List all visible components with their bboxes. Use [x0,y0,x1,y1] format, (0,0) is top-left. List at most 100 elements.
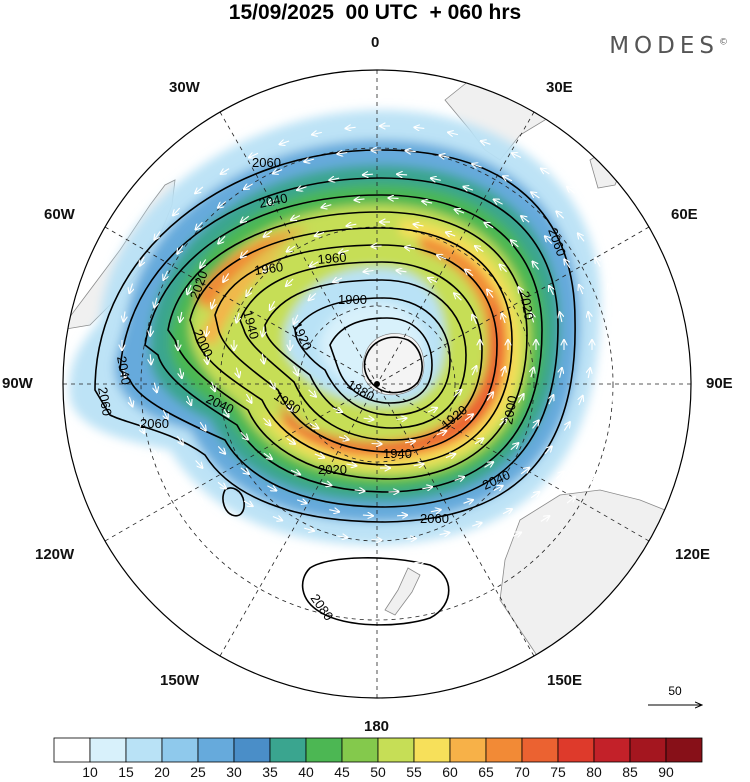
wind-vector-arrow [396,418,407,419]
wind-vector-arrow [262,353,264,364]
wind-vector-arrow [200,259,207,267]
colorbar-swatch [53,737,91,763]
wind-vector-arrow [430,510,441,512]
colorbar-swatch [593,737,631,763]
contour-label: 2040 [258,190,289,211]
lon-label-90e: 90E [706,375,733,392]
wind-vector-arrow [296,500,306,503]
wind-vector-arrow [355,199,365,200]
lon-label-30e: 30E [546,79,573,96]
wind-vector-arrow [346,127,356,128]
wind-vector-arrow [463,500,473,503]
lon-label-90w: 90W [2,375,33,392]
wind-vector-arrow [448,132,459,134]
colorbar-swatch [413,737,451,763]
wind-vector-arrow [154,382,157,393]
map-boundary [62,69,692,699]
wind-vector-arrow [494,200,503,205]
wind-vector-arrow [448,555,458,557]
south-pole-marker [374,381,380,387]
wind-vector-arrow [405,538,416,539]
wind-vector-arrow [337,536,347,538]
wind-vector-arrow [590,208,598,216]
wind-vector-arrow [263,264,271,272]
wind-vector-arrow [321,483,332,486]
wind-vector-arrow [248,533,258,537]
wind-vector-arrow [422,487,432,489]
wind-vector-arrow [262,326,264,337]
wind-vector-arrow [427,408,437,412]
lon-label-180: 180 [364,718,390,735]
wind-vector-arrow [329,178,340,180]
wind-vector-arrow [464,414,473,421]
wind-vector-arrow [312,132,322,134]
wind-vector-arrow [556,212,565,219]
wind-vector-arrow [217,446,225,453]
wind-vector-arrow [243,501,253,506]
wind-vector-arrow [499,418,507,426]
wind-vector-arrow [196,221,203,229]
copyright-mark: © [719,37,728,48]
colorbar-swatch [665,737,703,763]
wind-vector-arrow [560,368,562,378]
wind-vector-arrow [413,464,424,466]
wind-vector-arrow [533,262,540,270]
colorbar-swatch [89,737,127,763]
wind-vector-arrow [510,443,519,451]
wind-vector-arrow [422,201,433,203]
wind-vector-arrow [541,169,550,175]
wind-vector-arrow [173,207,181,215]
contour-label: 2040 [114,355,134,386]
wind-vector-arrow [414,224,424,226]
wind-vector-arrow [195,186,204,193]
wind-vectors [122,126,648,564]
wind-vector-arrow [545,236,553,244]
wind-vector-arrow [610,231,617,240]
wind-vector-arrow [579,396,583,406]
wind-vector-arrow [264,230,273,237]
colorbar-tick-label: 40 [298,764,314,780]
wind-vector-arrow [291,216,301,220]
wind-vector-arrow [285,403,293,411]
lon-label-150e: 150E [547,672,583,689]
wind-vector-arrow [337,153,348,155]
lon-label-150w: 150W [160,672,200,689]
wind-vector-arrow [549,286,553,296]
wind-vector-arrow [397,271,407,272]
wind-vector-arrow [332,408,342,412]
colorbar-tick-label: 80 [586,764,602,780]
wind-vector-arrow [519,394,524,403]
wind-vector-arrow [626,424,630,434]
wind-vector-arrow [364,271,374,272]
contour-label: 2020 [517,290,537,321]
wind-vector-arrow [212,298,215,308]
map-title: 15/09/2025 00 UTC + 060 hrs [228,1,522,24]
wind-vector-arrow [445,454,455,458]
wind-vector-arrow [519,287,524,297]
wind-vector-arrow [475,246,484,253]
contour-label: 2060 [252,155,281,170]
colorbar-swatch [449,737,487,763]
wind-vector-arrow [218,235,226,243]
wind-vector-arrow [472,523,481,526]
contour-label: 1900 [338,292,367,307]
wind-vector-arrow [294,314,298,324]
wind-vector-arrow [531,313,534,323]
wind-vector-arrow [405,441,415,443]
wind-vector-arrow [617,369,619,379]
wind-vector-arrow [502,509,512,514]
contour-label: 1960 [317,250,347,267]
wind-vector-arrow [363,418,374,419]
wind-vector-arrow [566,497,575,504]
wind-vector-arrow [345,562,356,563]
wind-vector-arrow [502,314,505,324]
brand-logo: MODES© [609,33,728,59]
colorbar-swatch [233,737,271,763]
wind-vector-arrow [177,245,184,253]
wind-vector-arrow [311,555,322,557]
wind-vector-arrow [220,515,229,521]
wind-vector-arrow [405,247,416,249]
wind-vector-arrow [440,155,450,157]
wind-vector-arrow [493,486,503,491]
wind-vector-arrow [249,153,259,157]
